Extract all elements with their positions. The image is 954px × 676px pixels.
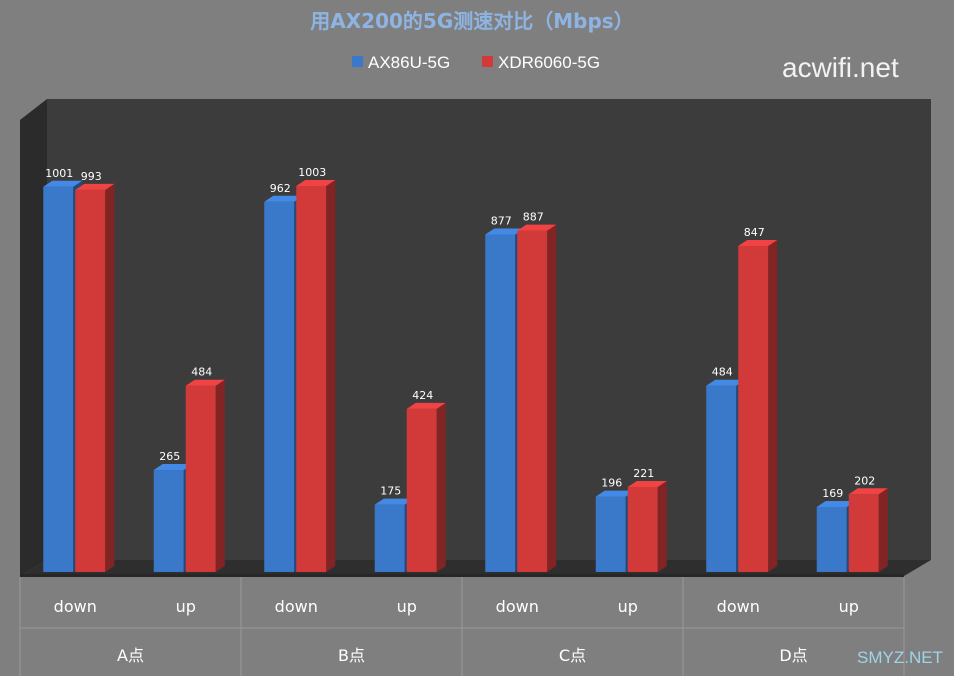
group-label: B点 — [338, 646, 365, 665]
data-label: 202 — [854, 474, 875, 487]
chart-title: 用AX200的5G测速对比（Mbps） — [310, 9, 633, 33]
legend: AX86U-5G XDR6060-5G — [352, 53, 600, 72]
watermark-bottom: SMYZ.NET — [857, 648, 943, 667]
data-label: 424 — [412, 389, 433, 402]
category-label: up — [397, 597, 417, 616]
data-label: 1001 — [45, 167, 73, 180]
data-label: 847 — [744, 226, 765, 239]
bar-xdr6060-5g-0 — [75, 183, 115, 572]
floor — [20, 560, 931, 576]
bar-xdr6060-5g-5 — [627, 480, 667, 572]
category-label: down — [496, 597, 539, 616]
watermark-top: acwifi.net — [782, 52, 899, 83]
side-wall — [20, 99, 47, 576]
data-label: 1003 — [298, 166, 326, 179]
legend-swatch-xdr6060 — [482, 56, 493, 67]
bar-xdr6060-5g-2 — [296, 180, 336, 572]
bar-xdr6060-5g-3 — [406, 402, 446, 572]
data-labels: 1001 993 265 484 962 1003 175 424 877 887 196 221 48… — [45, 166, 875, 500]
bar-xdr6060-5g-4 — [517, 224, 557, 572]
legend-label-ax86u: AX86U-5G — [368, 53, 450, 72]
data-label: 962 — [270, 182, 291, 195]
data-label: 169 — [822, 487, 843, 500]
category-label: down — [54, 597, 97, 616]
legend-label-xdr6060: XDR6060-5G — [498, 53, 600, 72]
category-label: up — [839, 597, 859, 616]
legend-swatch-ax86u — [352, 56, 363, 67]
bars — [43, 180, 888, 572]
data-label: 265 — [159, 450, 180, 463]
category-label: down — [717, 597, 760, 616]
category-label: up — [618, 597, 638, 616]
group-labels: A点 B点 C点 D点 — [117, 646, 808, 665]
data-label: 196 — [601, 477, 622, 490]
data-label: 175 — [380, 485, 401, 498]
group-label: D点 — [779, 646, 807, 665]
category-labels: down up down up down up down up — [54, 597, 859, 616]
bar-xdr6060-5g-6 — [738, 240, 778, 572]
group-label: A点 — [117, 646, 144, 665]
data-label: 484 — [191, 366, 212, 379]
bar-xdr6060-5g-1 — [185, 379, 225, 572]
data-label: 877 — [491, 214, 512, 227]
category-label: down — [275, 597, 318, 616]
bar-xdr6060-5g-7 — [848, 488, 888, 572]
floor-front — [20, 574, 904, 577]
data-label: 993 — [81, 170, 102, 183]
axis-dividers — [19, 577, 905, 676]
group-label: C点 — [559, 646, 586, 665]
data-label: 887 — [523, 211, 544, 224]
data-label: 221 — [633, 467, 654, 480]
category-label: up — [176, 597, 196, 616]
data-label: 484 — [712, 366, 733, 379]
